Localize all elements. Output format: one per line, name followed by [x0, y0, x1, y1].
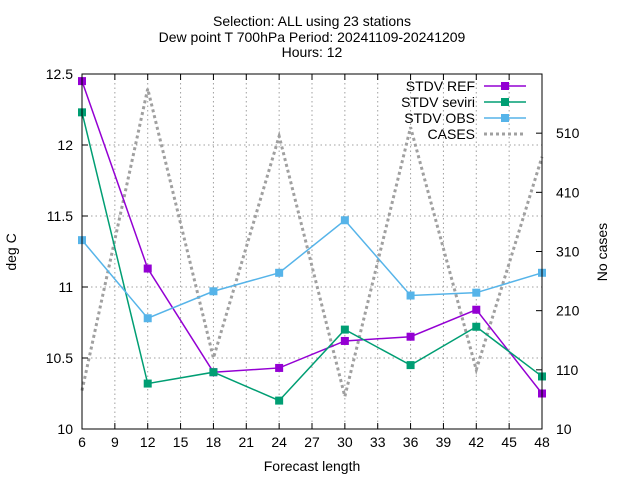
y2-tick-label: 510 [556, 125, 580, 141]
legend-marker [501, 114, 509, 122]
series-point [406, 291, 415, 300]
legend-marker [501, 98, 509, 106]
x-tick-label: 33 [370, 434, 386, 450]
x-tick-label: 42 [468, 434, 484, 450]
series-point [275, 363, 284, 372]
series-point [209, 287, 218, 296]
y-tick-label: 11.5 [47, 208, 73, 224]
x-tick-label: 36 [403, 434, 419, 450]
y2-tick-label: 310 [556, 244, 580, 260]
y2-axis-label: No cases [594, 223, 610, 281]
x-tick-label: 48 [534, 434, 550, 450]
x-tick-label: 24 [271, 434, 287, 450]
series-point [209, 368, 218, 377]
x-tick-label: 6 [78, 434, 86, 450]
x-tick-label: 15 [173, 434, 189, 450]
x-tick-label: 39 [436, 434, 452, 450]
title-line-2: Dew point T 700hPa Period: 20241109-2024… [159, 29, 466, 45]
y-tick-label: 12 [57, 137, 73, 153]
series-point [340, 325, 349, 334]
series-line-0 [81, 80, 543, 394]
cases-line [80, 88, 544, 397]
series-point [143, 314, 152, 323]
legend-label: STDV seviri [401, 94, 475, 110]
series-point [472, 288, 481, 297]
title-line-3: Hours: 12 [282, 44, 343, 60]
series-point [472, 322, 481, 331]
x-tick-label: 30 [337, 434, 353, 450]
series-point [340, 336, 349, 345]
cases-series [80, 88, 544, 397]
x-tick-label: 21 [238, 434, 254, 450]
series-point [406, 361, 415, 370]
y2-tick-label: 10 [556, 421, 572, 437]
series-point [406, 332, 415, 341]
legend-label: CASES [428, 126, 475, 142]
y2-tick-label: 410 [556, 184, 580, 200]
y-axis-label: deg C [3, 233, 19, 270]
series-line-1 [81, 112, 543, 402]
x-tick-label: 45 [501, 434, 517, 450]
chart-title: Selection: ALL using 23 stations Dew poi… [159, 13, 466, 60]
y-tick-label: 10.5 [46, 350, 73, 366]
series-point [275, 396, 284, 405]
x-tick-label: 12 [140, 434, 156, 450]
y-tick-label: 11 [58, 279, 73, 295]
series-point [275, 268, 284, 277]
x-tick-label: 9 [111, 434, 119, 450]
legend-label: STDV REF [406, 78, 475, 94]
series-point [340, 216, 349, 225]
title-line-1: Selection: ALL using 23 stations [213, 13, 411, 29]
y-tick-label: 12.5 [46, 66, 73, 82]
x-axis-label: Forecast length [264, 458, 361, 474]
legend-label: STDV OBS [404, 110, 475, 126]
series-point [143, 264, 152, 273]
series-line-2 [81, 219, 543, 320]
y-tick-label: 10 [57, 421, 73, 437]
y2-tick-label: 110 [556, 362, 579, 378]
y2-tick-label: 210 [556, 303, 580, 319]
x-tick-label: 18 [206, 434, 222, 450]
series-point [143, 379, 152, 388]
x-tick-label: 27 [304, 434, 320, 450]
series-point [472, 305, 481, 314]
axis-ticks: 6 9 12 15 18 21 24 27 30 33 36 39 42 45 48 10 10.5 11 11.5… [46, 66, 580, 450]
legend-marker [501, 82, 509, 90]
